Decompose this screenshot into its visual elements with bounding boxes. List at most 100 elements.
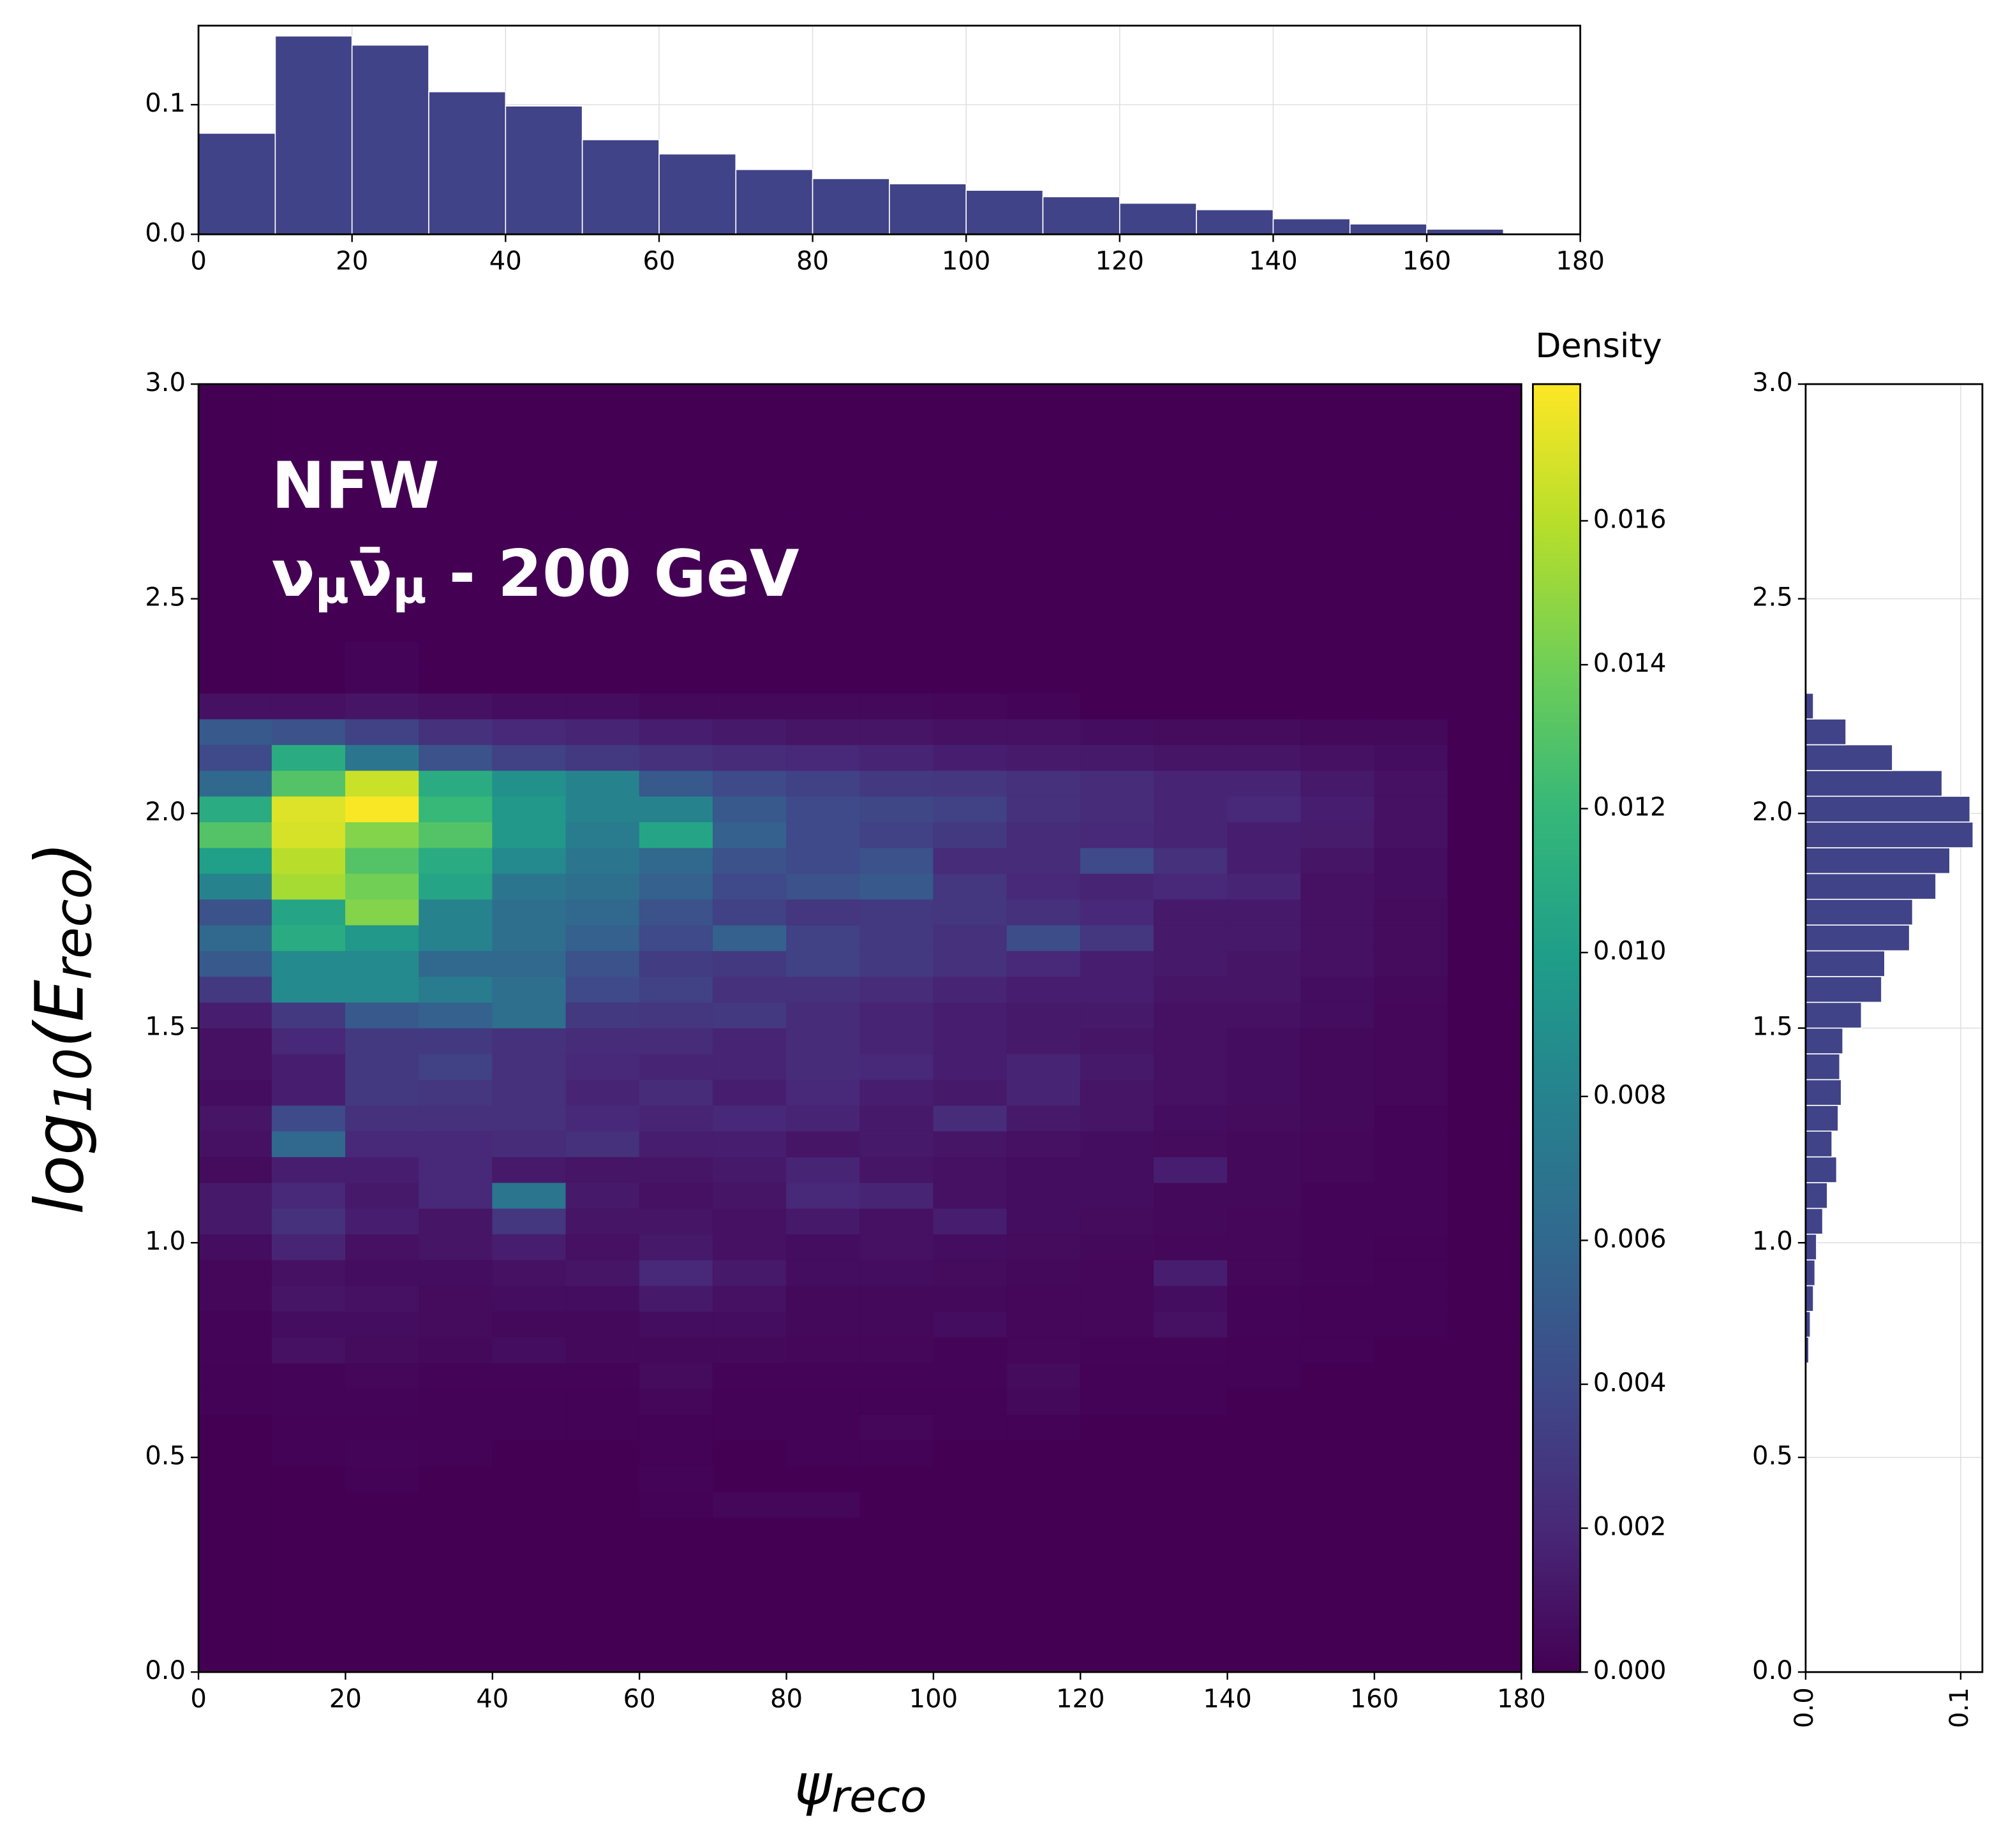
- heatmap-cell: [271, 1053, 346, 1080]
- heatmap-cell: [1374, 1569, 1448, 1595]
- heatmap-cell: [1227, 383, 1302, 410]
- heatmap-cell: [639, 1311, 713, 1338]
- annotation-part: ν: [271, 537, 315, 612]
- heatmap-cell: [859, 1182, 934, 1209]
- heatmap-cell: [639, 976, 713, 1003]
- bar: [1805, 744, 1893, 771]
- heatmap-cell: [565, 1491, 640, 1518]
- heatmap-cell: [786, 822, 861, 848]
- heatmap-cell: [1006, 847, 1081, 874]
- y-tick-label: 0.5: [1752, 1442, 1793, 1471]
- heatmap-cell: [1080, 1079, 1154, 1106]
- heatmap-cell: [492, 1157, 567, 1183]
- heatmap-cell: [1006, 770, 1081, 797]
- heatmap-cell: [786, 1182, 861, 1209]
- heatmap-cell: [198, 693, 272, 720]
- heatmap-cell: [1006, 1259, 1081, 1286]
- heatmap-cell: [271, 410, 346, 436]
- heatmap-cell: [639, 461, 713, 488]
- heatmap-cell: [933, 1363, 1008, 1389]
- heatmap-cell: [1374, 1105, 1448, 1132]
- heatmap-cell: [1447, 1594, 1522, 1621]
- heatmap-cell: [933, 873, 1008, 900]
- heatmap-cell: [1006, 744, 1081, 771]
- heatmap-cell: [271, 899, 346, 926]
- heatmap-cell: [1006, 1130, 1081, 1157]
- heatmap-cell: [345, 1465, 420, 1492]
- heatmap-cell: [419, 1028, 493, 1054]
- heatmap-cell: [271, 770, 346, 797]
- heatmap-cell: [345, 693, 420, 720]
- y-tick-label: 0.1: [145, 89, 186, 118]
- x-tick-label: 40: [489, 246, 522, 276]
- heatmap-cell: [786, 899, 861, 926]
- heatmap-cell: [419, 1053, 493, 1080]
- heatmap-cell: [933, 847, 1008, 874]
- heatmap-cell: [859, 1388, 934, 1415]
- heatmap-cell: [345, 1491, 420, 1518]
- heatmap-cell: [786, 1440, 861, 1467]
- heatmap-cell: [859, 1620, 934, 1647]
- heatmap-cell: [859, 1208, 934, 1235]
- heatmap-cell: [1227, 1542, 1302, 1570]
- heatmap-cell: [1154, 950, 1228, 977]
- heatmap-cell: [565, 1157, 640, 1183]
- x-tick-label: 180: [1556, 246, 1605, 276]
- heatmap-cell: [565, 616, 640, 642]
- heatmap-cell: [419, 693, 493, 720]
- heatmap-cell: [639, 924, 713, 951]
- heatmap-cell: [492, 487, 567, 514]
- heatmap-cell: [419, 1517, 493, 1544]
- heatmap-cell: [1300, 410, 1375, 436]
- bar: [1805, 950, 1885, 977]
- heatmap-cell: [712, 1414, 787, 1441]
- x-tick-label: 0: [190, 1684, 207, 1713]
- heatmap-cell: [1006, 1388, 1081, 1415]
- heatmap-cell: [1080, 1311, 1154, 1338]
- heatmap-cell: [639, 487, 713, 514]
- heatmap-cell: [565, 795, 640, 823]
- heatmap-cell: [1080, 718, 1154, 745]
- heatmap-cell: [1006, 616, 1081, 642]
- heatmap-cell: [933, 538, 1008, 565]
- heatmap-cell: [712, 1311, 787, 1338]
- heatmap-cell: [345, 795, 420, 823]
- heatmap-cell: [271, 487, 346, 514]
- heatmap-cell: [492, 1491, 567, 1518]
- heatmap-cell: [198, 589, 272, 616]
- bar: [1805, 1027, 1844, 1054]
- heatmap-cell: [1006, 1208, 1081, 1235]
- heatmap-cell: [565, 924, 640, 951]
- heatmap-cell: [1374, 1491, 1448, 1518]
- heatmap-cell: [1227, 822, 1302, 848]
- heatmap-cell: [1227, 873, 1302, 900]
- heatmap-cell: [1080, 1208, 1154, 1235]
- heatmap-cell: [565, 461, 640, 488]
- axes-frame: [197, 383, 1522, 1673]
- y-tick-label: 1.5: [145, 1012, 186, 1042]
- heatmap-cell: [1300, 1646, 1375, 1673]
- heatmap-cell: [419, 899, 493, 926]
- heatmap-cell: [565, 1028, 640, 1054]
- heatmap-cell: [345, 1053, 420, 1080]
- heatmap-cell: [345, 1130, 420, 1157]
- heatmap-cell: [271, 1285, 346, 1312]
- heatmap-cell: [492, 795, 567, 823]
- heatmap-cell: [1447, 616, 1522, 642]
- heatmap-cell: [1154, 1234, 1228, 1260]
- heatmap-cell: [712, 873, 787, 900]
- heatmap-cell: [639, 1517, 713, 1544]
- heatmap-cell: [198, 899, 272, 926]
- heatmap-cell: [639, 1285, 713, 1312]
- heatmap-cell: [859, 1646, 934, 1673]
- heatmap-cell: [565, 1285, 640, 1312]
- heatmap-cell: [859, 1336, 934, 1364]
- heatmap-cell: [1374, 538, 1448, 565]
- heatmap-cell: [1154, 1157, 1228, 1183]
- heatmap-cell: [1447, 1259, 1522, 1286]
- heatmap-cell: [1374, 512, 1448, 539]
- x-tick-label: 80: [770, 1684, 803, 1713]
- heatmap-cell: [345, 1569, 420, 1595]
- heatmap-cell: [1080, 1517, 1154, 1544]
- heatmap-cell: [933, 1208, 1008, 1235]
